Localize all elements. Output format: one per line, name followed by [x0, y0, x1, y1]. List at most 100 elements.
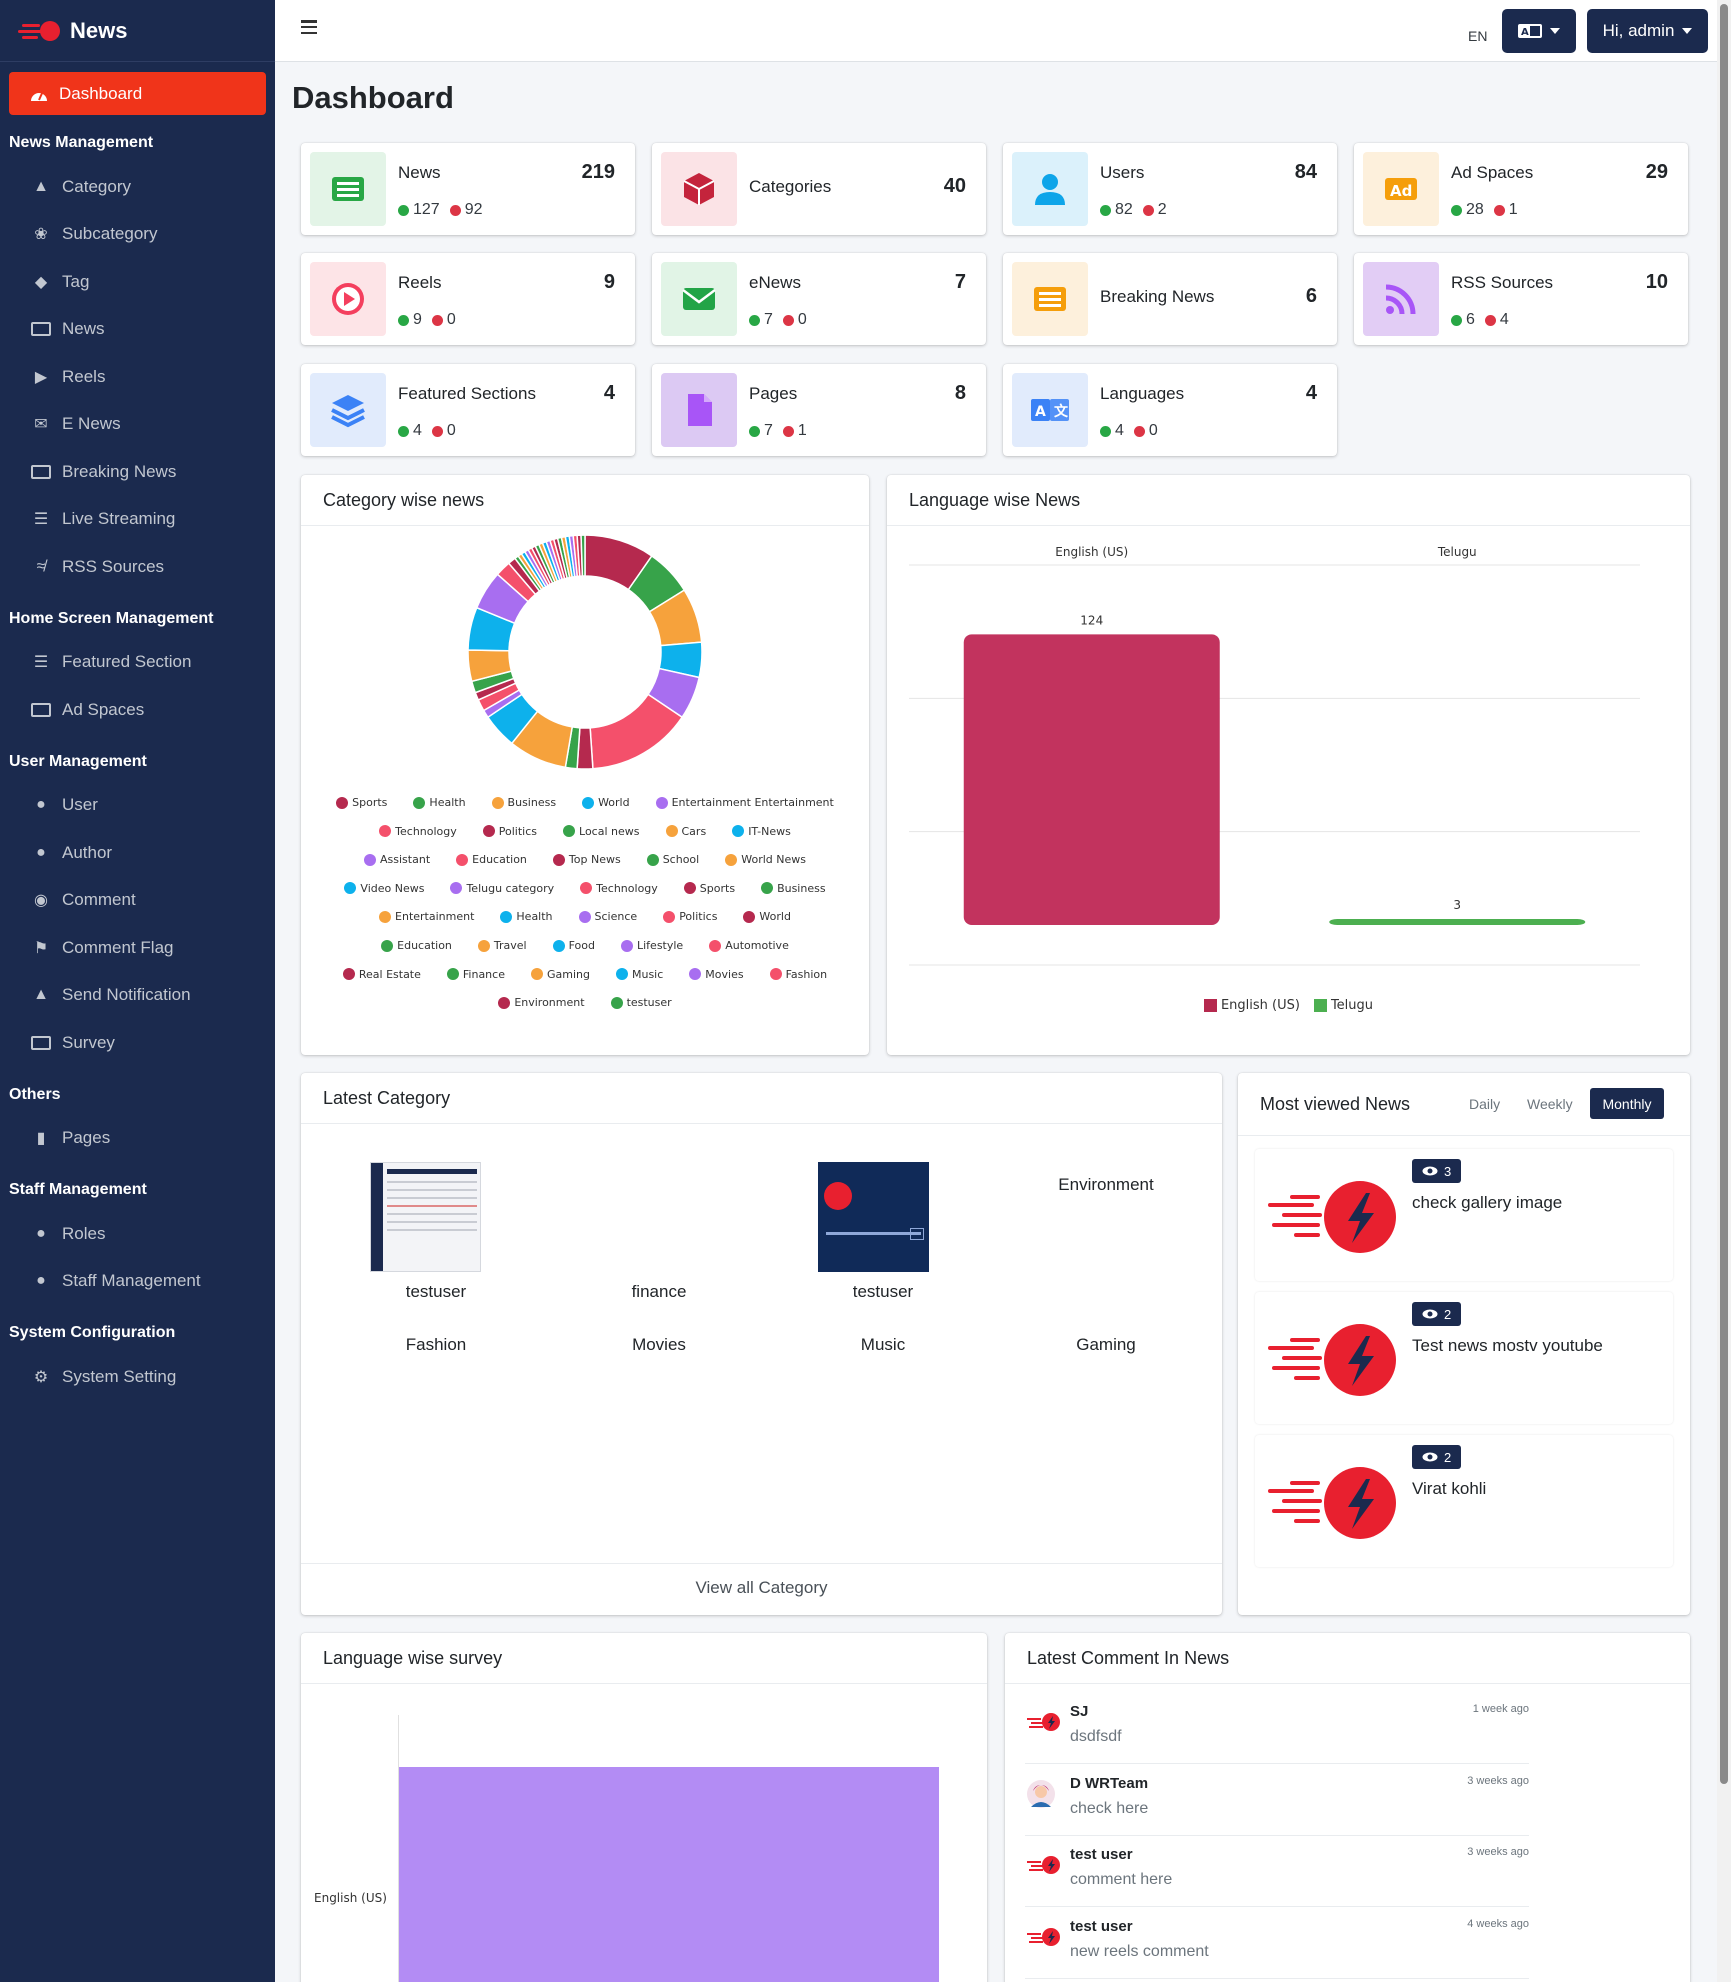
sidebar-item-reels[interactable]: ▶ Reels: [0, 353, 275, 401]
sidebar-item-ad-spaces[interactable]: Ad Spaces: [0, 686, 275, 734]
category-item-label[interactable]: Gaming: [1076, 1335, 1136, 1354]
legend-item[interactable]: Local news: [563, 825, 640, 838]
legend-item[interactable]: Music: [615, 968, 663, 981]
legend-item[interactable]: Sports: [336, 796, 387, 809]
bar-telugu[interactable]: [1329, 919, 1586, 925]
legend-item[interactable]: Assistant: [364, 853, 430, 866]
stat-card-breaking-news[interactable]: Breaking News 6: [1003, 253, 1337, 345]
legend-item[interactable]: Politics: [482, 825, 537, 838]
stat-card-featured-sections[interactable]: Featured Sections 4 4 0: [301, 364, 635, 456]
stat-card-pages[interactable]: Pages 8 7 1: [652, 364, 986, 456]
sidebar-item-e-news[interactable]: ✉ E News: [0, 401, 275, 449]
stat-card-news[interactable]: News 219 127 92: [301, 143, 635, 235]
sidebar-item-survey[interactable]: Survey: [0, 1019, 275, 1067]
legend-item[interactable]: Travel: [477, 939, 527, 952]
legend-item[interactable]: Technology: [580, 882, 658, 895]
legend-item[interactable]: Business: [761, 882, 826, 895]
brand[interactable]: News: [0, 0, 275, 62]
category-item-label[interactable]: finance: [631, 1282, 687, 1301]
most-viewed-item[interactable]: 2 Test news mostv youtube: [1255, 1292, 1673, 1424]
legend-item[interactable]: World: [743, 910, 791, 923]
sidebar-item-rss-sources[interactable]: ≉ RSS Sources: [0, 543, 275, 591]
sidebar-item-tag[interactable]: ◆ Tag: [0, 258, 275, 306]
comment-row[interactable]: D WRTeam check here 3 weeks ago: [1025, 1765, 1529, 1836]
legend-item[interactable]: Entertainment: [379, 910, 474, 923]
legend-item[interactable]: Lifestyle: [621, 939, 683, 952]
legend-item[interactable]: Sports: [683, 882, 735, 895]
legend-item[interactable]: Video News: [344, 882, 424, 895]
stat-card-users[interactable]: Users 84 82 2: [1003, 143, 1337, 235]
user-menu-button[interactable]: Hi, admin: [1587, 9, 1708, 53]
category-thumbnail-banner[interactable]: [818, 1162, 929, 1272]
sidebar-item-pages[interactable]: ▮ Pages: [0, 1115, 275, 1163]
legend-item[interactable]: Technology: [379, 825, 457, 838]
category-thumbnail-dashboard[interactable]: [370, 1162, 481, 1272]
sidebar-item-comment-flag[interactable]: ⚑ Comment Flag: [0, 924, 275, 972]
legend-item[interactable]: Real Estate: [342, 968, 421, 981]
stat-card-reels[interactable]: Reels 9 9 0: [301, 253, 635, 345]
legend-item[interactable]: Education: [456, 853, 527, 866]
legend-item[interactable]: Health: [413, 796, 466, 809]
legend-item[interactable]: testuser: [610, 996, 672, 1009]
legend-item[interactable]: Education: [381, 939, 452, 952]
category-item-label[interactable]: testuser: [852, 1282, 914, 1301]
view-all-category-link[interactable]: View all Category: [695, 1578, 828, 1597]
legend-item[interactable]: Food: [552, 939, 595, 952]
sidebar-item-news[interactable]: News: [0, 306, 275, 354]
category-item-label[interactable]: testuser: [405, 1282, 467, 1301]
legend-item[interactable]: Cars: [665, 825, 706, 838]
bar-english-us-[interactable]: [963, 634, 1220, 925]
legend-item[interactable]: Entertainment Entertainment: [655, 796, 834, 809]
category-item-label[interactable]: Fashion: [405, 1335, 467, 1354]
stat-card-languages[interactable]: A 文 Languages 4 4 0: [1003, 364, 1337, 456]
legend-item[interactable]: Automotive: [709, 939, 789, 952]
menu-toggle-icon[interactable]: [301, 20, 317, 34]
comment-row[interactable]: test user comment here 3 weeks ago: [1025, 1836, 1529, 1907]
most-viewed-item[interactable]: 3 check gallery image: [1255, 1149, 1673, 1281]
sidebar-item-featured-section[interactable]: ☰ Featured Section: [0, 639, 275, 687]
category-item-label[interactable]: Environment: [1058, 1175, 1154, 1194]
sidebar-item-comment[interactable]: ◉ Comment: [0, 877, 275, 925]
legend-item[interactable]: Environment: [498, 996, 585, 1009]
tab-monthly[interactable]: Monthly: [1590, 1088, 1664, 1119]
legend-item[interactable]: Telugu category: [450, 882, 554, 895]
sidebar-item-author[interactable]: ● Author: [0, 829, 275, 877]
legend-item[interactable]: Health: [500, 910, 553, 923]
donut-slice-testuser[interactable]: [580, 534, 586, 577]
comment-row[interactable]: test user new reels comment 4 weeks ago: [1025, 1908, 1529, 1979]
legend-item[interactable]: School: [646, 853, 699, 866]
tab-daily[interactable]: Daily: [1469, 1096, 1501, 1112]
sidebar-item-send-notification[interactable]: ▲ Send Notification: [0, 972, 275, 1020]
sidebar-item-system-setting[interactable]: ⚙ System Setting: [0, 1353, 275, 1401]
tab-weekly[interactable]: Weekly: [1527, 1096, 1573, 1112]
category-item-label[interactable]: Movies: [632, 1335, 686, 1354]
stat-card-ad-spaces[interactable]: Ad Ad Spaces 29 28 1: [1354, 143, 1688, 235]
sidebar-item-user[interactable]: ● User: [0, 782, 275, 830]
sidebar-item-dashboard[interactable]: Dashboard: [9, 72, 266, 115]
sidebar-item-staff-management[interactable]: ● Staff Management: [0, 1258, 275, 1306]
comment-row[interactable]: SJ dsdfsdf 1 week ago: [1025, 1693, 1529, 1764]
stat-card-rss-sources[interactable]: RSS Sources 10 6 4: [1354, 253, 1688, 345]
legend-item[interactable]: Science: [578, 910, 637, 923]
legend-item[interactable]: World: [582, 796, 630, 809]
page-scrollbar[interactable]: [1717, 0, 1731, 1982]
legend-item[interactable]: Top News: [552, 853, 621, 866]
language-dropdown-button[interactable]: A: [1502, 9, 1576, 53]
sidebar-item-roles[interactable]: ● Roles: [0, 1210, 275, 1258]
most-viewed-item[interactable]: 2 Virat kohli: [1255, 1435, 1673, 1567]
legend-item[interactable]: World News: [725, 853, 806, 866]
sidebar-item-subcategory[interactable]: ❀ Subcategory: [0, 211, 275, 259]
legend-item[interactable]: Politics: [663, 910, 717, 923]
legend-item[interactable]: Gaming: [530, 968, 590, 981]
legend-item[interactable]: IT-News: [732, 825, 791, 838]
sidebar-item-category[interactable]: ▲ Category: [0, 163, 275, 211]
stat-card-enews[interactable]: eNews 7 7 0: [652, 253, 986, 345]
legend-item[interactable]: Fashion: [769, 968, 827, 981]
legend-item[interactable]: Movies: [689, 968, 744, 981]
sidebar-item-breaking-news[interactable]: Breaking News: [0, 448, 275, 496]
stat-card-categories[interactable]: Categories 40: [652, 143, 986, 235]
sidebar-item-live-streaming[interactable]: ☰ Live Streaming: [0, 496, 275, 544]
category-item-label[interactable]: Music: [860, 1335, 906, 1354]
legend-item[interactable]: Finance: [446, 968, 505, 981]
legend-item[interactable]: Business: [491, 796, 556, 809]
